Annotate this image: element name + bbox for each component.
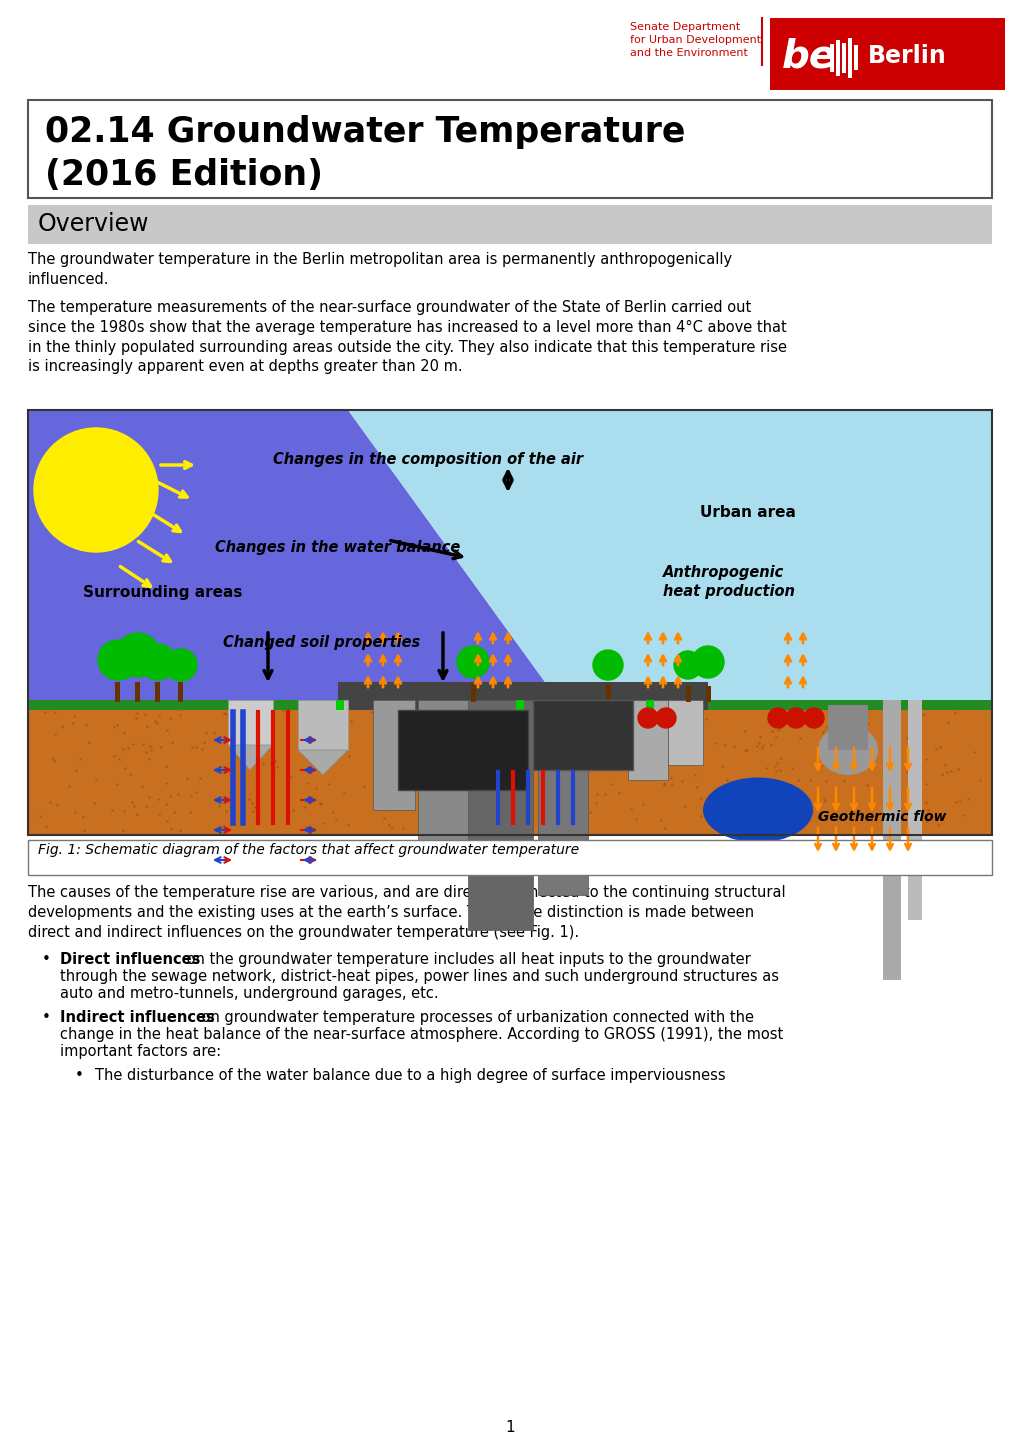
Bar <box>28 410 991 835</box>
Circle shape <box>691 646 723 678</box>
Text: Berlin: Berlin <box>867 45 946 68</box>
Polygon shape <box>228 746 273 770</box>
Text: The temperature measurements of the near-surface groundwater of the State of Ber: The temperature measurements of the near… <box>28 300 787 375</box>
Text: Changes in the composition of the air: Changes in the composition of the air <box>273 451 583 467</box>
Text: •: • <box>42 1009 51 1025</box>
Text: on the groundwater temperature includes all heat inputs to the groundwater: on the groundwater temperature includes … <box>182 952 750 968</box>
Bar <box>178 682 182 702</box>
Text: 1: 1 <box>504 1420 515 1435</box>
Text: Anthropogenic
heat production: Anthropogenic heat production <box>662 565 794 598</box>
Bar <box>769 17 1004 89</box>
Bar <box>853 45 857 71</box>
Ellipse shape <box>817 725 877 774</box>
Bar <box>28 699 991 835</box>
Text: for Urban Development: for Urban Development <box>630 35 760 45</box>
Circle shape <box>674 650 701 679</box>
Bar <box>537 699 587 895</box>
Bar <box>228 699 273 746</box>
Bar <box>533 699 633 770</box>
Text: important factors are:: important factors are: <box>60 1044 221 1058</box>
Text: (2016 Edition): (2016 Edition) <box>45 159 323 192</box>
Circle shape <box>98 640 138 681</box>
Bar <box>829 45 834 72</box>
Text: •: • <box>75 1069 84 1083</box>
Text: The causes of the temperature rise are various, and are directly connected to th: The causes of the temperature rise are v… <box>28 885 785 940</box>
Bar <box>468 699 533 930</box>
Bar <box>628 699 667 780</box>
Bar <box>397 709 528 790</box>
Bar <box>605 684 610 702</box>
Text: The groundwater temperature in the Berlin metropolitan area is permanently anthr: The groundwater temperature in the Berli… <box>28 252 732 287</box>
Circle shape <box>457 646 488 678</box>
Bar <box>115 682 120 702</box>
Text: Fig. 1: Schematic diagram of the factors that affect groundwater temperature: Fig. 1: Schematic diagram of the factors… <box>38 844 579 857</box>
Bar <box>337 699 707 709</box>
Bar <box>373 699 415 810</box>
Bar <box>28 841 991 875</box>
Circle shape <box>637 708 657 728</box>
Text: auto and metro-tunnels, underground garages, etc.: auto and metro-tunnels, underground gara… <box>60 986 438 1001</box>
Polygon shape <box>347 410 991 699</box>
Bar <box>667 699 702 766</box>
Circle shape <box>786 708 805 728</box>
Bar <box>566 699 574 709</box>
Bar <box>471 684 476 702</box>
Text: •: • <box>42 952 51 968</box>
Bar <box>28 699 991 709</box>
Text: through the sewage network, district-heat pipes, power lines and such undergroun: through the sewage network, district-hea… <box>60 969 779 983</box>
Bar <box>836 40 840 76</box>
Bar <box>418 699 468 855</box>
Circle shape <box>803 708 823 728</box>
Text: Senate Department: Senate Department <box>630 22 740 32</box>
Circle shape <box>116 633 160 676</box>
Circle shape <box>592 650 623 681</box>
Bar <box>28 410 991 835</box>
Bar <box>686 686 690 702</box>
Circle shape <box>655 708 676 728</box>
Bar <box>882 699 900 981</box>
Bar <box>645 699 653 709</box>
Bar <box>28 99 991 198</box>
Circle shape <box>34 428 158 552</box>
Bar <box>335 699 343 709</box>
Text: The disturbance of the water balance due to a high degree of surface imperviousn: The disturbance of the water balance due… <box>95 1069 725 1083</box>
Bar <box>827 705 867 750</box>
Bar <box>516 699 524 709</box>
Bar <box>847 37 851 78</box>
Text: Surrounding areas: Surrounding areas <box>83 585 243 600</box>
Ellipse shape <box>702 777 812 842</box>
Text: Direct influences: Direct influences <box>60 952 200 968</box>
Text: be: be <box>782 37 836 75</box>
Bar <box>155 682 160 702</box>
Bar <box>705 686 710 702</box>
Text: Changed soil properties: Changed soil properties <box>223 634 420 650</box>
Text: and the Environment: and the Environment <box>630 48 747 58</box>
Bar <box>298 699 347 750</box>
Polygon shape <box>298 750 347 774</box>
Bar <box>135 682 140 702</box>
Circle shape <box>767 708 788 728</box>
Text: on groundwater temperature processes of urbanization connected with the: on groundwater temperature processes of … <box>197 1009 753 1025</box>
Polygon shape <box>28 410 557 699</box>
Bar <box>337 682 707 709</box>
Text: Changes in the water balance: Changes in the water balance <box>215 539 461 555</box>
Text: Overview: Overview <box>38 212 150 236</box>
Circle shape <box>140 645 176 681</box>
Text: 02.14 Groundwater Temperature: 02.14 Groundwater Temperature <box>45 115 685 149</box>
Text: change in the heat balance of the near-surface atmosphere. According to GROSS (1: change in the heat balance of the near-s… <box>60 1027 783 1043</box>
Text: Urban area: Urban area <box>699 505 795 521</box>
Text: Geothermic flow: Geothermic flow <box>817 810 946 823</box>
Text: Indirect influences: Indirect influences <box>60 1009 215 1025</box>
Bar <box>841 43 845 74</box>
Circle shape <box>165 649 197 681</box>
Bar <box>907 699 921 920</box>
Bar <box>28 205 991 244</box>
